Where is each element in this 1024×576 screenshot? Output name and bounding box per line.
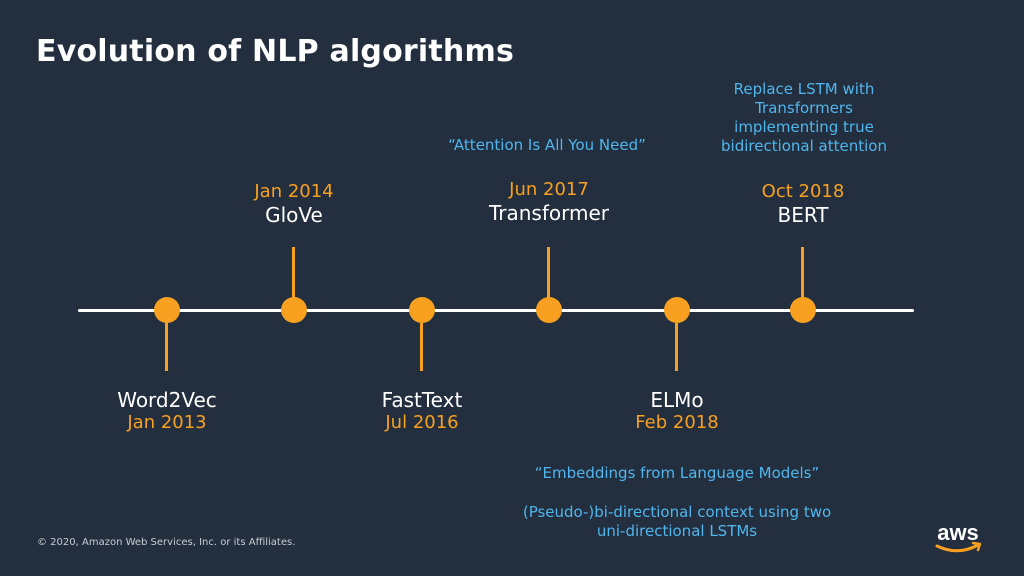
timeline-axis xyxy=(78,309,914,312)
timeline-dot-word2vec xyxy=(154,297,180,323)
milestone-name: ELMo xyxy=(650,388,704,412)
milestone-bert: Oct 2018 BERT xyxy=(703,181,903,227)
timeline-stem-transformer xyxy=(547,247,550,299)
timeline-dot-fasttext xyxy=(409,297,435,323)
aws-arrow-icon xyxy=(971,541,982,552)
note-elmo-description: (Pseudo-)bi-directional context using tw… xyxy=(522,503,832,540)
milestone-name: Word2Vec xyxy=(117,388,217,412)
aws-smile-icon xyxy=(935,543,980,553)
aws-logo-text: aws xyxy=(937,520,979,545)
slide-title: Evolution of NLP algorithms xyxy=(36,34,515,69)
milestone-date: Jun 2017 xyxy=(509,179,589,200)
milestone-date: Jan 2014 xyxy=(254,181,334,202)
timeline-stem-bert xyxy=(801,247,804,299)
timeline-stem-word2vec xyxy=(165,323,168,371)
milestone-word2vec: Word2Vec Jan 2013 xyxy=(67,388,267,434)
milestone-transformer: Jun 2017 Transformer xyxy=(449,179,649,225)
copyright-notice: © 2020, Amazon Web Services, Inc. or its… xyxy=(37,537,296,548)
timeline-stem-elmo xyxy=(675,323,678,371)
timeline-stem-fasttext xyxy=(420,323,423,371)
timeline-stem-glove xyxy=(292,247,295,299)
timeline-dot-glove xyxy=(281,297,307,323)
milestone-date: Feb 2018 xyxy=(635,412,719,433)
milestone-elmo: ELMo Feb 2018 xyxy=(577,388,777,434)
timeline-dot-elmo xyxy=(664,297,690,323)
milestone-name: FastText xyxy=(381,388,463,412)
milestone-fasttext: FastText Jul 2016 xyxy=(322,388,522,434)
aws-logo: aws xyxy=(935,520,982,553)
timeline-dot-bert xyxy=(790,297,816,323)
milestone-name: BERT xyxy=(777,203,829,227)
milestone-date: Oct 2018 xyxy=(761,181,845,202)
note-transformer: “Attention Is All You Need” xyxy=(448,136,646,154)
note-elmo-title: “Embeddings from Language Models” xyxy=(534,464,820,482)
milestone-date: Jan 2013 xyxy=(127,412,207,433)
note-bert: Replace LSTM with Transformers implement… xyxy=(721,80,887,155)
milestone-name: Transformer xyxy=(488,201,609,225)
milestone-glove: Jan 2014 GloVe xyxy=(194,181,394,227)
milestone-name: GloVe xyxy=(265,203,323,227)
timeline-dot-transformer xyxy=(536,297,562,323)
milestone-date: Jul 2016 xyxy=(385,412,459,433)
